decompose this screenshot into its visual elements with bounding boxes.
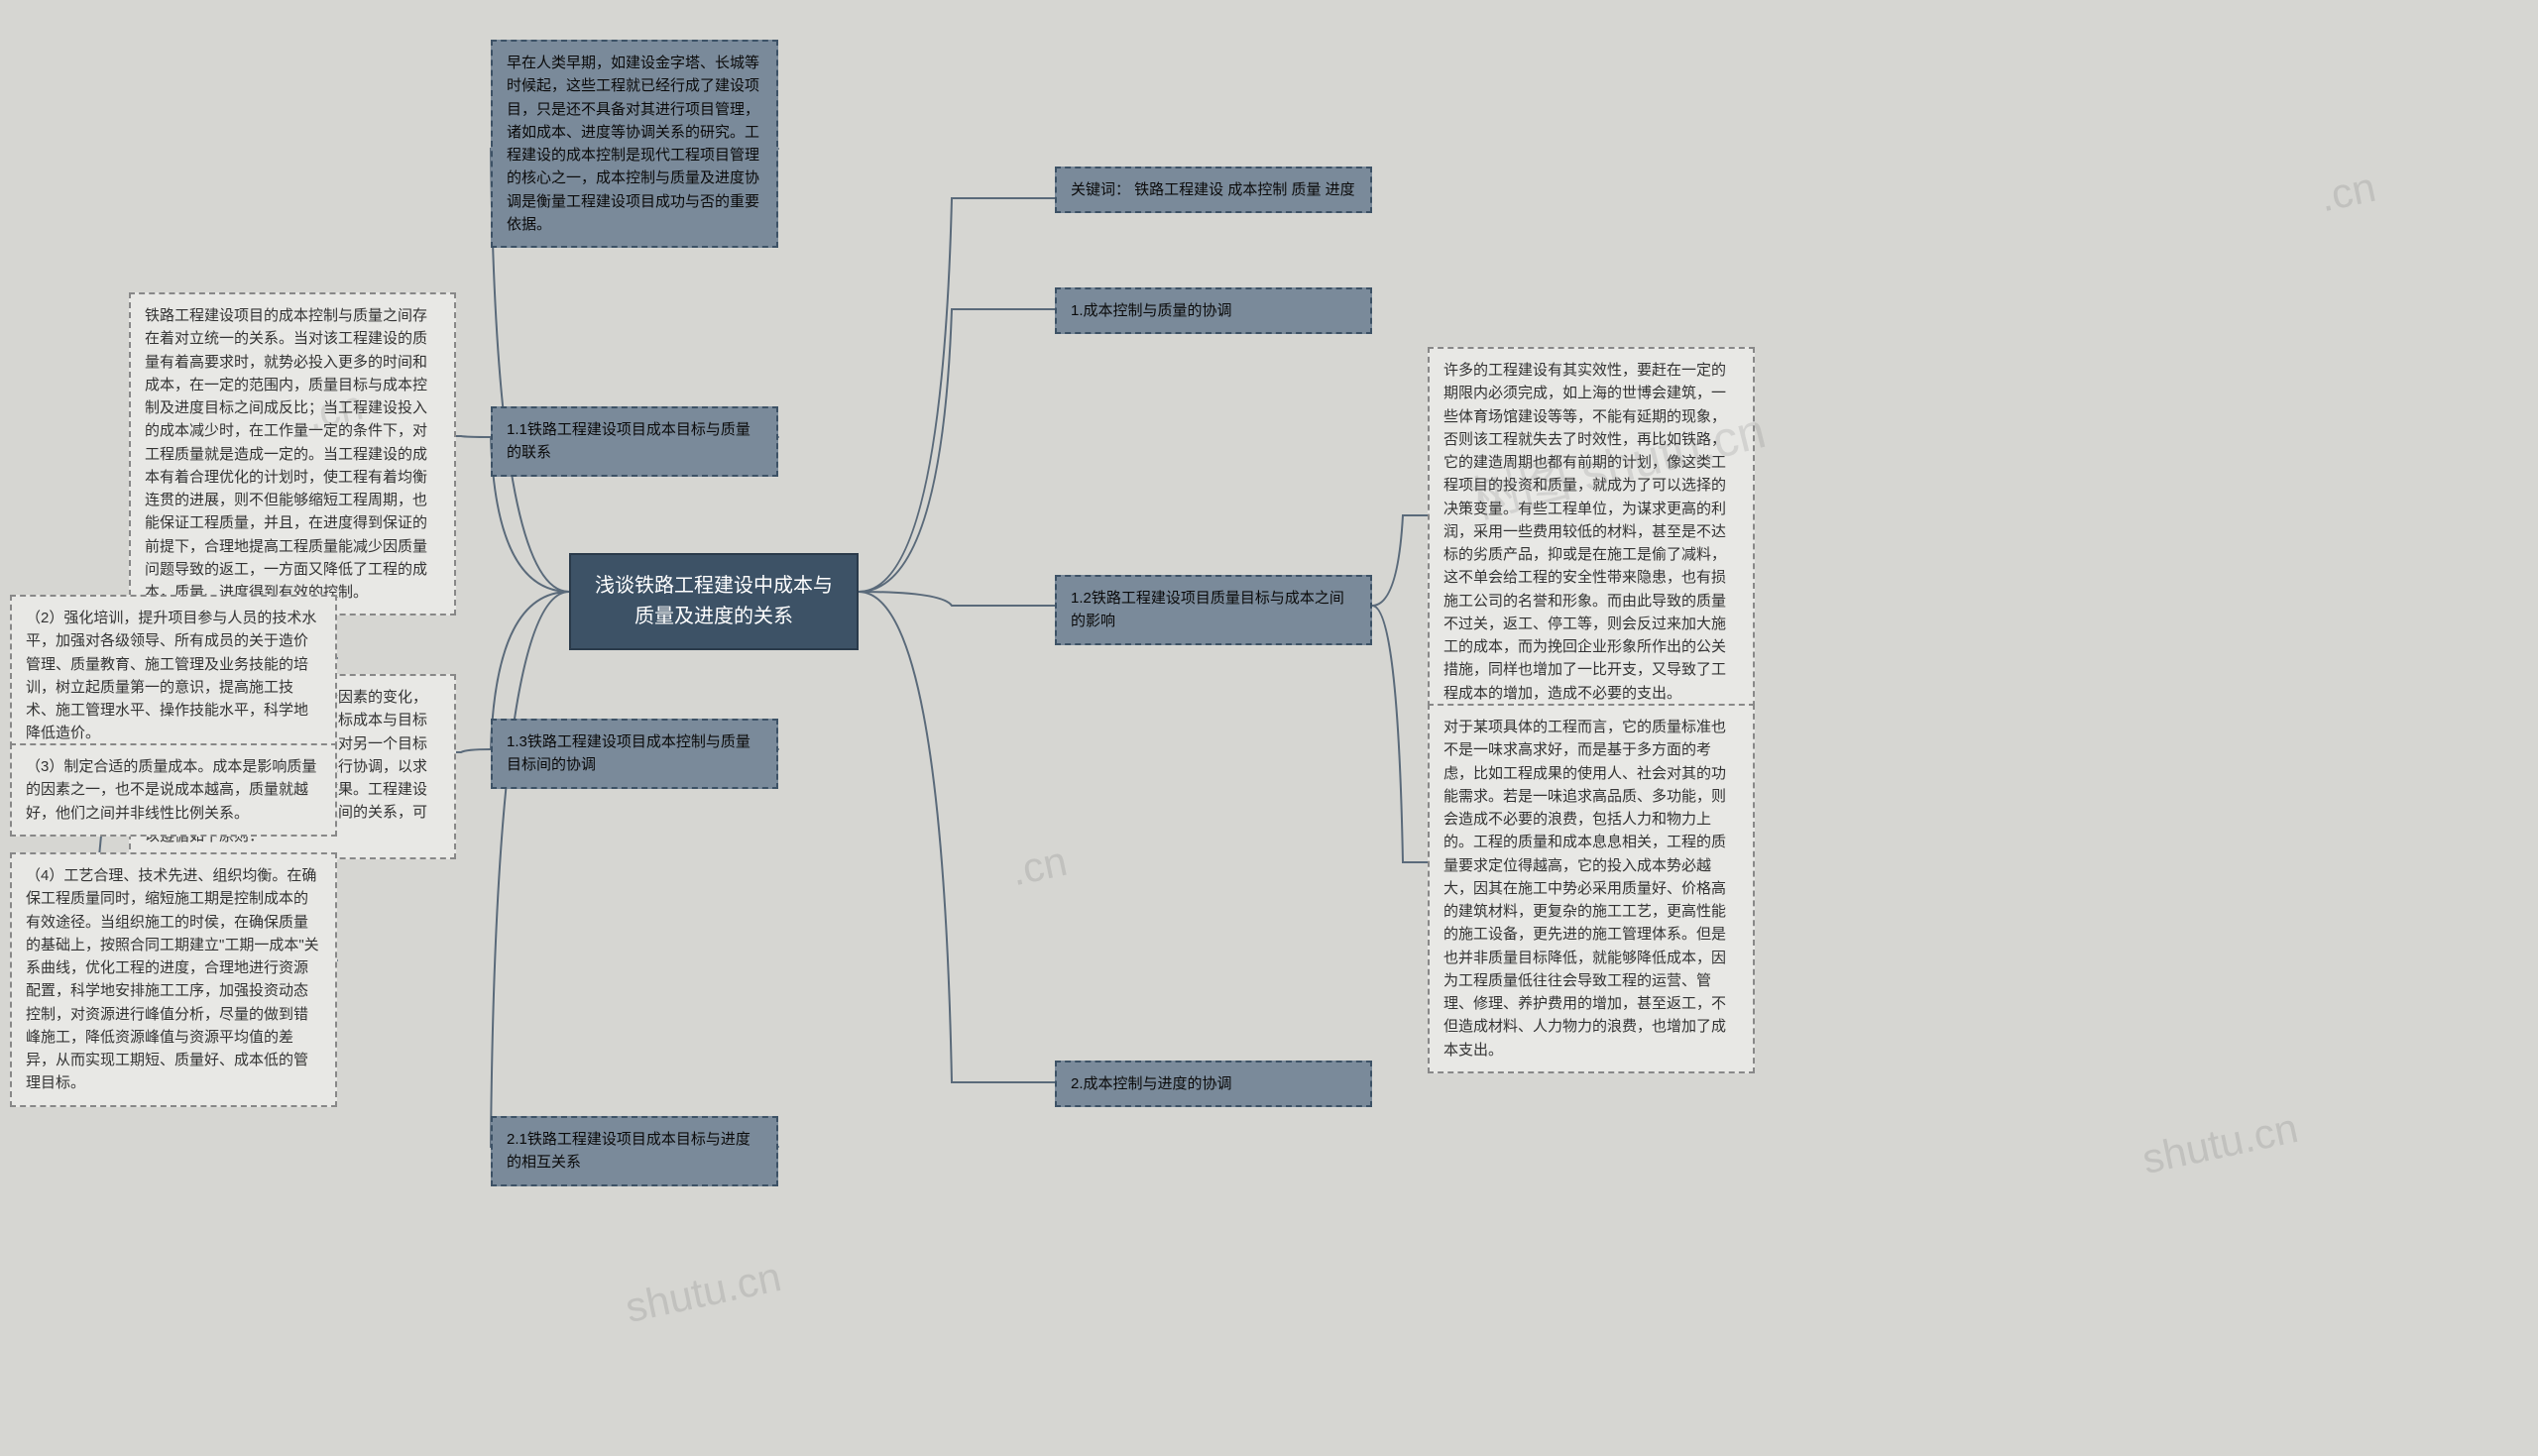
center-node[interactable]: 浅谈铁路工程建设中成本与质量及进度的关系 — [569, 553, 859, 650]
detail-quality-cost-a: 许多的工程建设有其实效性，要赶在一定的期限内必须完成，如上海的世博会建筑，一些体… — [1428, 347, 1755, 717]
watermark: .cn — [2316, 164, 2380, 222]
detail-principle-3: （3）制定合适的质量成本。成本是影响质量的因素之一，也不是说成本越高，质量就越好… — [10, 743, 337, 837]
detail-principle-2: （2）强化培训，提升项目参与人员的技术水平，加强对各级领导、所有成员的关于造价管… — [10, 595, 337, 757]
branch-cost-quality-coord[interactable]: 1.3铁路工程建设项目成本控制与质量目标间的协调 — [491, 719, 778, 789]
branch-intro[interactable]: 早在人类早期，如建设金字塔、长城等时候起，这些工程就已经行成了建设项目，只是还不… — [491, 40, 778, 248]
watermark: shutu.cn — [622, 1253, 785, 1332]
watermark: shutu.cn — [2138, 1104, 2302, 1183]
detail-quality-cost-b: 对于某项具体的工程而言，它的质量标准也不是一味求高求好，而是基于多方面的考虑，比… — [1428, 704, 1755, 1073]
branch-keywords[interactable]: 关键词： 铁路工程建设 成本控制 质量 进度 — [1055, 167, 1372, 213]
watermark: .cn — [1007, 838, 1072, 896]
detail-cost-quality-link: 铁路工程建设项目的成本控制与质量之间存在着对立统一的关系。当对该工程建设的质量有… — [129, 292, 456, 616]
branch-quality-cost-impact[interactable]: 1.2铁路工程建设项目质量目标与成本之间的影响 — [1055, 575, 1372, 645]
branch-cost-progress[interactable]: 2.成本控制与进度的协调 — [1055, 1061, 1372, 1107]
detail-principle-4: （4）工艺合理、技术先进、组织均衡。在确保工程质量同时，缩短施工期是控制成本的有… — [10, 852, 337, 1107]
branch-cost-progress-relation[interactable]: 2.1铁路工程建设项目成本目标与进度的相互关系 — [491, 1116, 778, 1186]
branch-cost-quality[interactable]: 1.成本控制与质量的协调 — [1055, 287, 1372, 334]
branch-cost-quality-link[interactable]: 1.1铁路工程建设项目成本目标与质量的联系 — [491, 406, 778, 477]
